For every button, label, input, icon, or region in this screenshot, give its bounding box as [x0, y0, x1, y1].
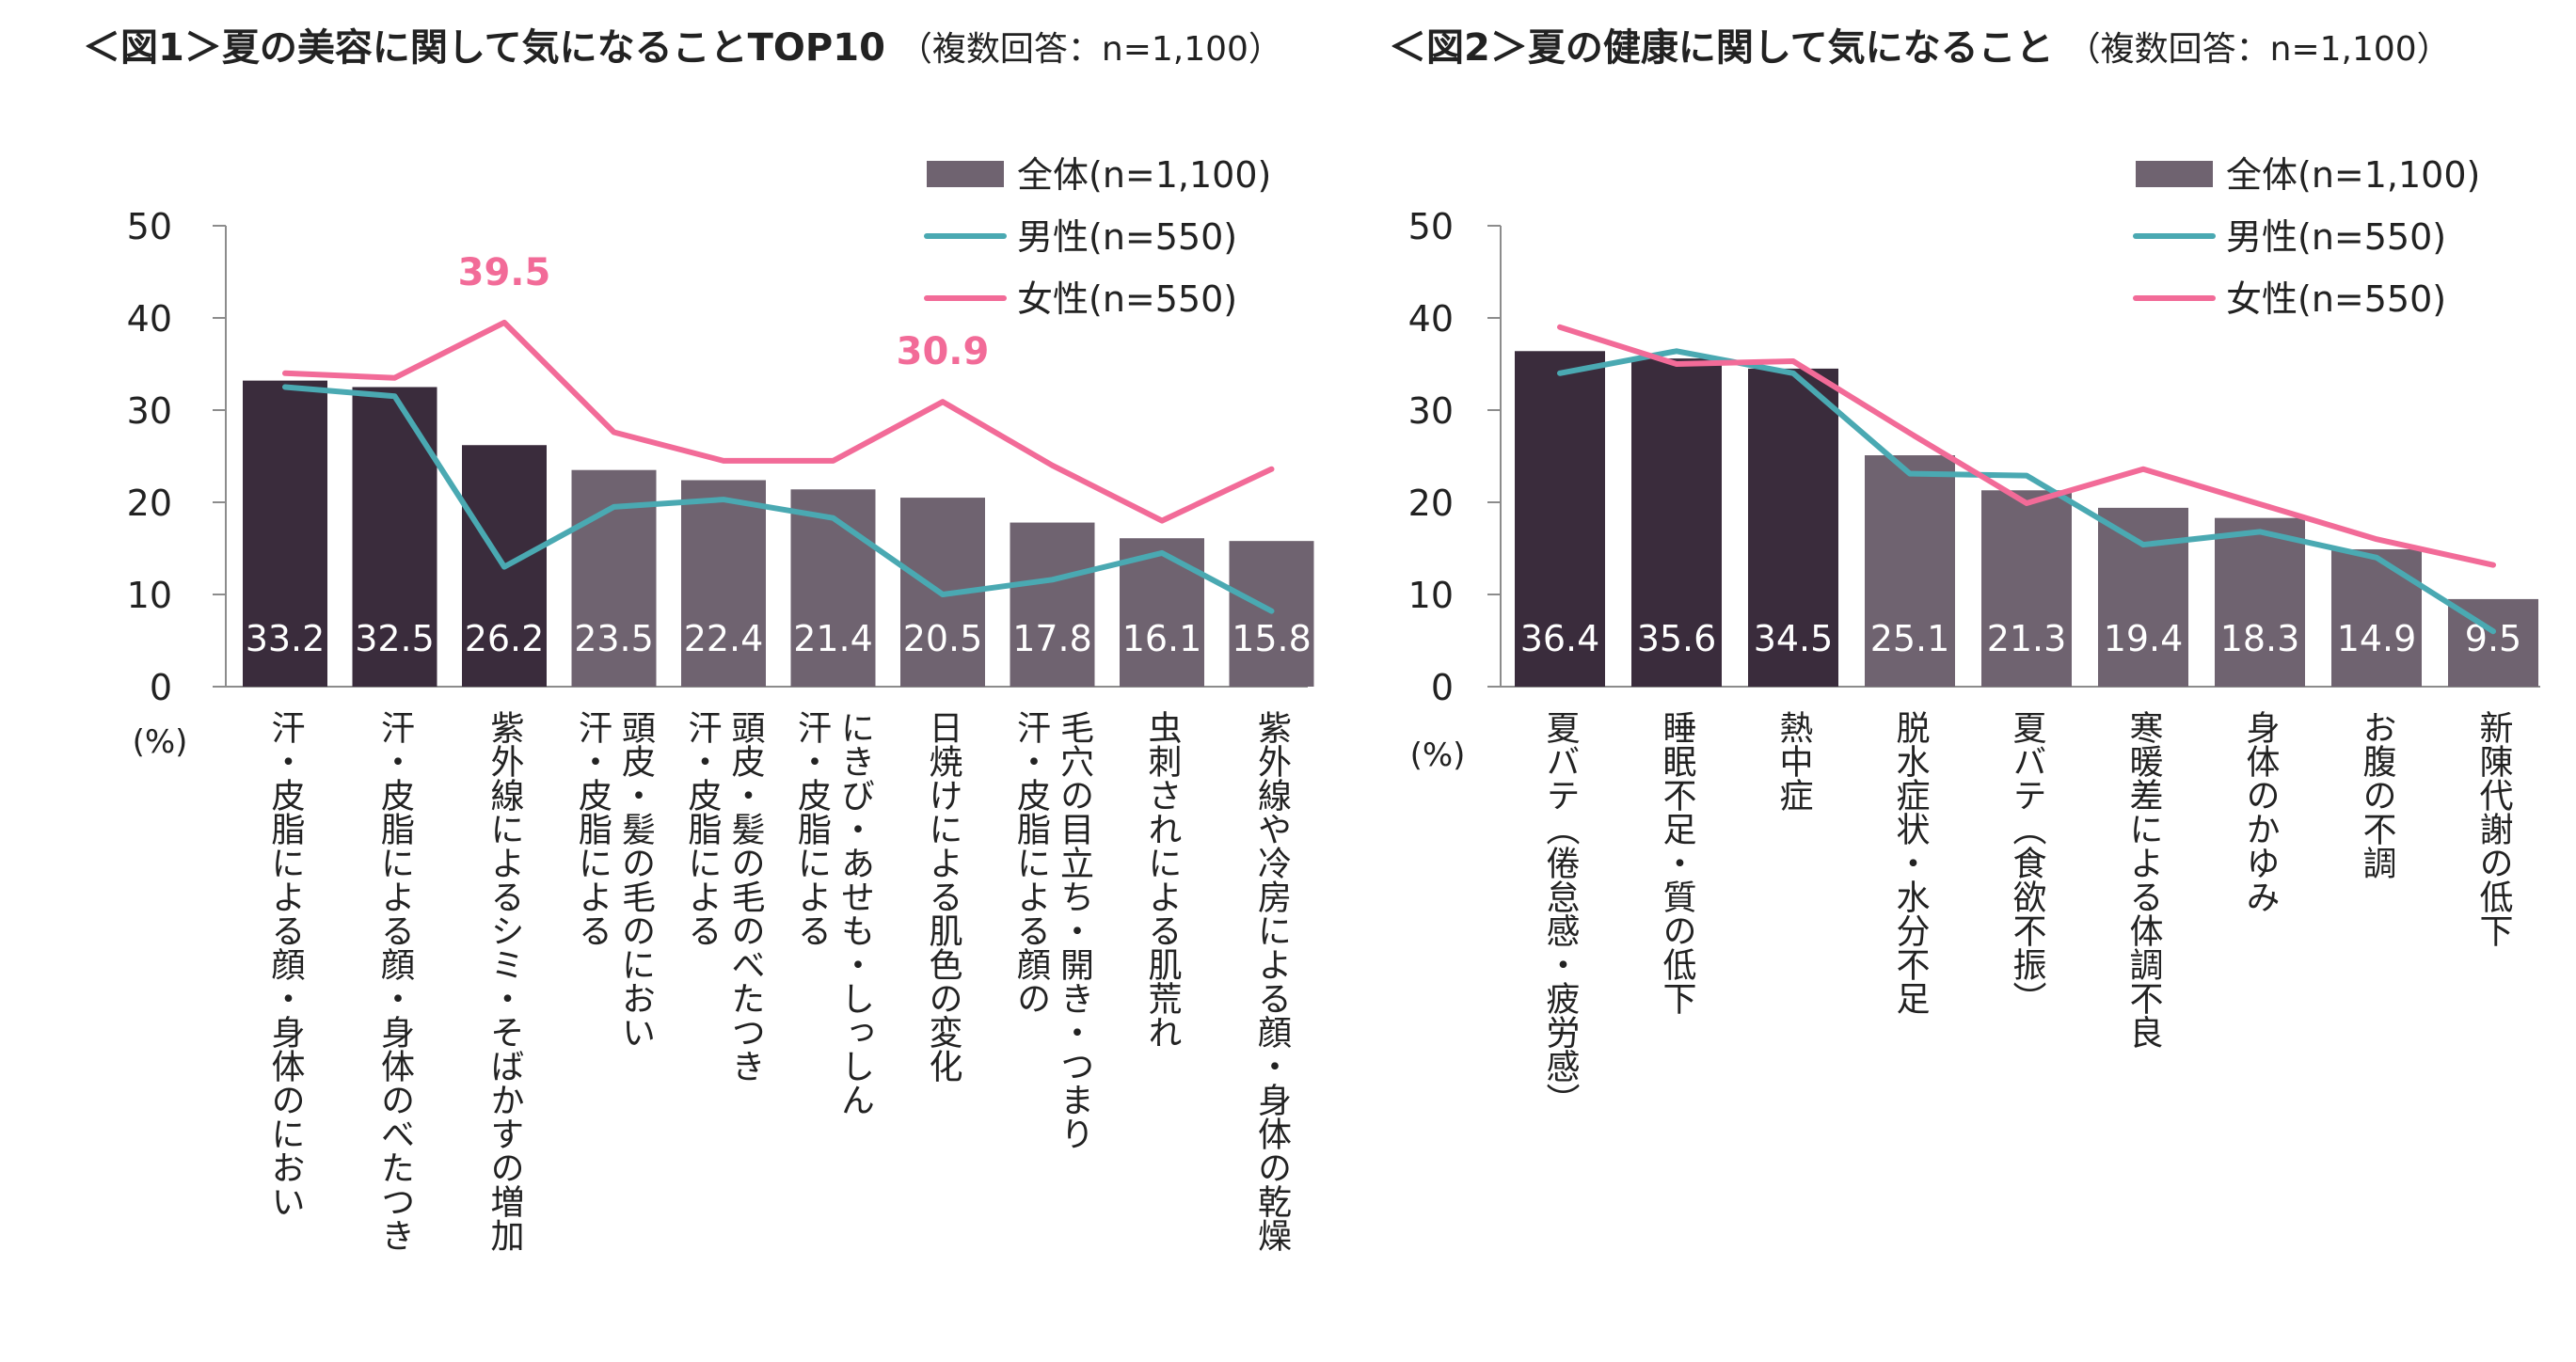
chart-1-annotation-label: 30.9 [897, 330, 990, 373]
chart-1-category-label: 汗・皮脂による顔の [1011, 710, 1051, 1015]
chart-1-subtitle: （複数回答：n=1,100） [898, 30, 1282, 69]
chart-2-legend-swatch-all [2136, 161, 2213, 187]
chart-1-category-label: 毛穴の目立ち・開き・つまり [1055, 710, 1093, 1150]
chart-1-bar-value-label: 33.2 [246, 618, 326, 659]
chart-2-subtitle: （複数回答：n=1,100） [2066, 30, 2451, 69]
chart-2-category-label: 寒暖差による体調不良 [2124, 710, 2163, 1049]
chart-1-female-line [282, 319, 1275, 524]
chart-1-bar [243, 380, 327, 687]
chart-1-category-label: 日焼けによる肌色の変化 [924, 710, 962, 1083]
chart-1-legend-swatch-all [927, 161, 1004, 187]
chart-1-bar-value-label: 22.4 [684, 618, 764, 659]
chart-2-title: ＜図2＞夏の健康に関して気になること （複数回答：n=1,100） [1389, 17, 2451, 71]
chart-1-bar-value-label: 20.5 [903, 618, 983, 659]
chart-1-legend-label: 全体(n=1,100) [1017, 154, 1271, 196]
chart-2-y-tick-label: 0 [1431, 667, 1454, 708]
chart-2-legend-label: 全体(n=1,100) [2226, 154, 2480, 196]
chart-2-category-label: 脱水症状・水分不足 [1891, 710, 1930, 1015]
chart-1-male-line [282, 384, 1275, 614]
chart-1-category-label: 虫刺されによる肌荒れ [1143, 710, 1182, 1049]
chart-1-legend-label: 男性(n=550) [1017, 216, 1237, 258]
chart-1-bar [1010, 522, 1095, 687]
chart-2-title-text: ＜図2＞夏の健康に関して気になること [1389, 26, 2054, 70]
chart-2-bar-value-label: 36.4 [1520, 618, 1600, 659]
chart-2-bar-value-label: 34.5 [1754, 618, 1834, 659]
chart-2-y-tick-label: 20 [1408, 483, 1454, 524]
chart-2-bar [2331, 548, 2422, 687]
chart-1-annotation-label: 39.5 [458, 251, 551, 294]
chart-1-bar [681, 480, 766, 687]
chart-1-y-tick-label: 20 [127, 483, 172, 524]
chart-2-category-label: 熱中症 [1774, 710, 1813, 812]
chart-1-y-axis-unit: (%) [133, 723, 188, 761]
chart-1-bar-value-label: 26.2 [465, 618, 545, 659]
chart-2-category-label: 夏バテ（食欲不振） [2008, 710, 2047, 1015]
chart-1-title: ＜図1＞夏の美容に関して気になることTOP10 （複数回答：n=1,100） [83, 17, 1282, 71]
chart-2-category-label: 夏バテ（倦怠感・疲労感） [1541, 710, 1581, 1117]
chart-2-bar-value-label: 35.6 [1637, 618, 1717, 659]
chart-1-bar-value-label: 32.5 [355, 618, 435, 659]
chart-1-bar-value-label: 16.1 [1122, 618, 1202, 659]
chart-1-category-label: 汗・皮脂による [573, 710, 612, 947]
chart-2-bar-value-label: 25.1 [1870, 618, 1950, 659]
chart-2-bar [1631, 358, 1722, 687]
chart-1-category-label: 汗・皮脂による [792, 710, 832, 947]
chart-2-category-label: 新陳代謝の低下 [2474, 710, 2514, 947]
chart-2-bar [1981, 490, 2072, 687]
chart-1-bar [1120, 538, 1204, 687]
chart-1-legend-label: 女性(n=550) [1017, 278, 1237, 320]
chart-2-bar-value-label: 18.3 [2220, 618, 2300, 659]
chart-2-y-tick-label: 10 [1408, 575, 1454, 616]
chart-1-category-label: 汗・皮脂による [683, 710, 723, 947]
chart-1-y-tick-label: 30 [127, 390, 172, 432]
chart-2-bar [1748, 368, 1838, 687]
chart-2-bar [1865, 455, 1955, 687]
chart-1-bar-value-label: 23.5 [574, 618, 654, 659]
chart-2-category-label: お腹の不調 [2358, 710, 2396, 879]
chart-1-category-label: 頭皮・髪の毛のにおい [616, 710, 655, 1049]
chart-2-y-tick-label: 40 [1408, 298, 1454, 340]
chart-1-category-label: 紫外線によるシミ・そばかすの増加 [485, 710, 524, 1252]
chart-2-y-axis-unit: (%) [1410, 736, 1466, 774]
chart-1-y-tick-label: 0 [150, 667, 172, 708]
chart-2-bar-value-label: 14.9 [2337, 618, 2417, 659]
chart-1-y-tick-label: 10 [127, 575, 172, 616]
chart-2-bar [2215, 517, 2305, 687]
chart-1-y-tick-label: 50 [127, 206, 172, 247]
chart-2-bar-value-label: 9.5 [2465, 618, 2521, 659]
chart-1-title-text: ＜図1＞夏の美容に関して気になることTOP10 [83, 26, 885, 70]
chart-1-category-label: 汗・皮脂による顔・身体のにおい [266, 710, 306, 1218]
chart-2-y-tick-label: 50 [1408, 206, 1454, 247]
chart-2-y-tick-label: 30 [1408, 390, 1454, 432]
chart-2-bar-value-label: 21.3 [1987, 618, 2067, 659]
chart-1-category-label: にきび・あせも・しっしん [835, 710, 874, 1117]
chart-1-bar-value-label: 21.4 [793, 618, 873, 659]
chart-2-legend-label: 男性(n=550) [2226, 216, 2446, 258]
chart-1-category-label: 紫外線や冷房による顔・身体の乾燥 [1252, 710, 1292, 1252]
chart-1-category-label: 頭皮・髪の毛のべたつき [726, 710, 765, 1083]
chart-2-bar-value-label: 19.4 [2104, 618, 2184, 659]
chart-1-category-label: 汗・皮脂による顔・身体のべたつき [375, 710, 415, 1252]
chart-1-y-tick-label: 40 [127, 298, 172, 340]
chart-1-bar [790, 489, 876, 687]
chart-2-category-label: 身体のかゆみ [2241, 710, 2280, 913]
chart-2-bar [2098, 507, 2188, 687]
chart-1-bar-value-label: 15.8 [1232, 618, 1312, 659]
chart-2-bar [1515, 351, 1605, 687]
chart-1-bar-value-label: 17.8 [1012, 618, 1092, 659]
chart-2-legend-label: 女性(n=550) [2226, 278, 2446, 320]
chart-2-category-label: 睡眠不足・質の低下 [1658, 710, 1697, 1015]
